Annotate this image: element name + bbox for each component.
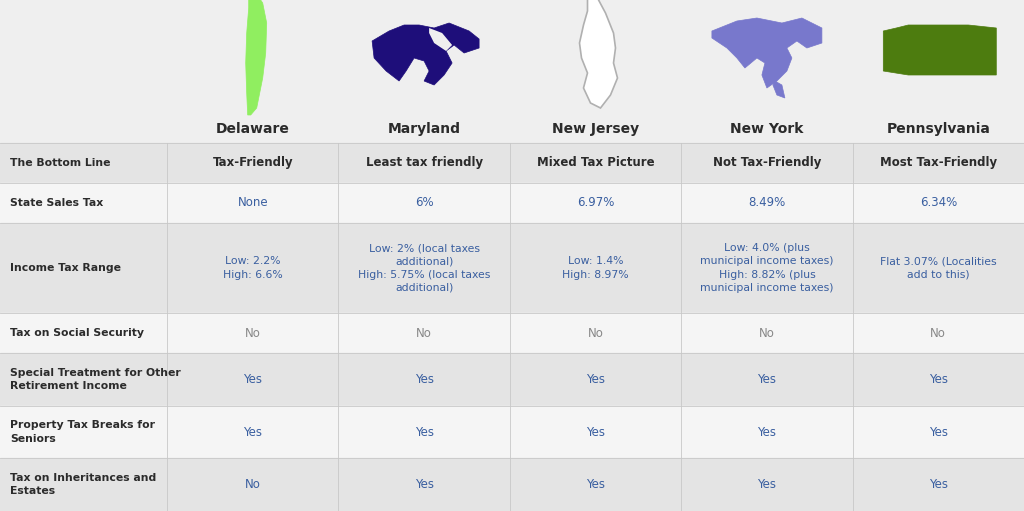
Text: 8.49%: 8.49% — [749, 196, 785, 209]
Polygon shape — [246, 0, 266, 115]
Text: State Sales Tax: State Sales Tax — [10, 198, 103, 207]
Polygon shape — [773, 81, 785, 98]
Text: New York: New York — [730, 122, 804, 136]
Text: Special Treatment for Other
Retirement Income: Special Treatment for Other Retirement I… — [10, 368, 181, 391]
Text: No: No — [588, 327, 603, 340]
Text: Yes: Yes — [929, 426, 948, 438]
Text: Low: 4.0% (plus
municipal income taxes)
High: 8.82% (plus
municipal income taxes: Low: 4.0% (plus municipal income taxes) … — [700, 243, 834, 293]
Text: No: No — [759, 327, 775, 340]
Text: 6.97%: 6.97% — [577, 196, 614, 209]
Bar — [0, 406, 1024, 458]
Bar — [0, 353, 1024, 406]
Text: No: No — [245, 478, 261, 491]
Text: Yes: Yes — [929, 373, 948, 386]
Bar — [0, 223, 1024, 313]
Text: Yes: Yes — [415, 426, 433, 438]
Text: No: No — [416, 327, 432, 340]
Text: Yes: Yes — [929, 478, 948, 491]
Text: Yes: Yes — [586, 426, 605, 438]
Bar — [0, 0, 1024, 143]
Text: Yes: Yes — [758, 426, 776, 438]
Polygon shape — [372, 23, 479, 85]
Text: 6.34%: 6.34% — [920, 196, 956, 209]
Text: Tax-Friendly: Tax-Friendly — [212, 156, 293, 169]
Text: Yes: Yes — [758, 373, 776, 386]
Bar — [0, 313, 1024, 353]
Text: Yes: Yes — [415, 478, 433, 491]
Bar — [0, 143, 1024, 183]
Text: Yes: Yes — [415, 373, 433, 386]
Text: Yes: Yes — [244, 373, 262, 386]
Text: Property Tax Breaks for
Seniors: Property Tax Breaks for Seniors — [10, 421, 155, 444]
Text: Yes: Yes — [758, 478, 776, 491]
Polygon shape — [884, 25, 996, 75]
Bar — [0, 183, 1024, 223]
Text: Low: 2.2%
High: 6.6%: Low: 2.2% High: 6.6% — [223, 257, 283, 280]
Polygon shape — [712, 18, 822, 88]
Text: None: None — [238, 196, 268, 209]
Polygon shape — [580, 0, 617, 108]
Text: Low: 1.4%
High: 8.97%: Low: 1.4% High: 8.97% — [562, 257, 629, 280]
Text: 6%: 6% — [415, 196, 433, 209]
Text: No: No — [931, 327, 946, 340]
Text: Delaware: Delaware — [216, 122, 290, 136]
Text: Maryland: Maryland — [388, 122, 461, 136]
Text: Tax on Inheritances and
Estates: Tax on Inheritances and Estates — [10, 473, 157, 496]
Text: Mixed Tax Picture: Mixed Tax Picture — [537, 156, 654, 169]
Text: Pennsylvania: Pennsylvania — [887, 122, 990, 136]
Text: Tax on Social Security: Tax on Social Security — [10, 328, 144, 338]
Text: Yes: Yes — [586, 478, 605, 491]
Text: New Jersey: New Jersey — [552, 122, 639, 136]
Bar — [0, 458, 1024, 511]
Text: Flat 3.07% (Localities
add to this): Flat 3.07% (Localities add to this) — [880, 257, 996, 280]
Text: Yes: Yes — [586, 373, 605, 386]
Text: The Bottom Line: The Bottom Line — [10, 158, 111, 168]
Text: Most Tax-Friendly: Most Tax-Friendly — [880, 156, 996, 169]
Text: Income Tax Range: Income Tax Range — [10, 263, 121, 273]
Text: Not Tax-Friendly: Not Tax-Friendly — [713, 156, 821, 169]
Text: Low: 2% (local taxes
additional)
High: 5.75% (local taxes
additional): Low: 2% (local taxes additional) High: 5… — [358, 243, 490, 293]
Text: Least tax friendly: Least tax friendly — [366, 156, 482, 169]
Text: No: No — [245, 327, 261, 340]
Polygon shape — [429, 28, 453, 51]
Text: Yes: Yes — [244, 426, 262, 438]
